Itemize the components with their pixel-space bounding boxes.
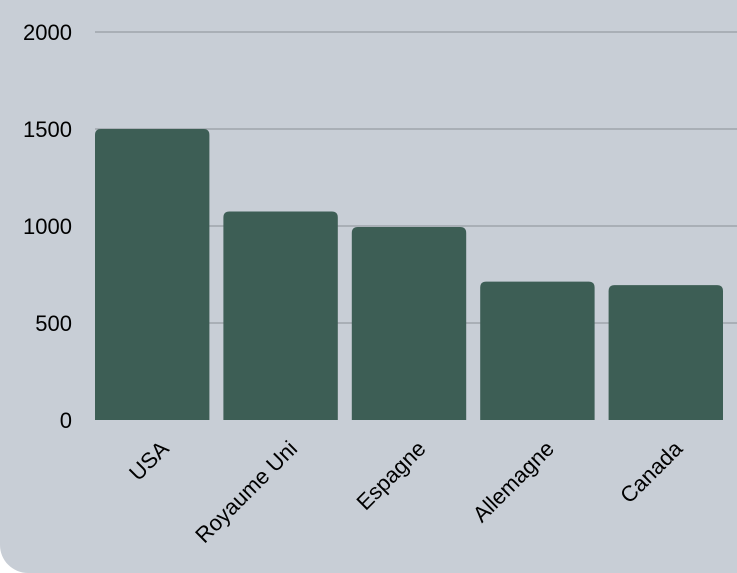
- y-tick-label-1000: 1000: [23, 214, 72, 239]
- x-category-label-usa: USA: [124, 436, 174, 486]
- y-axis-ticks: 0 500 1000 1500 2000: [23, 20, 72, 433]
- y-tick-label-0: 0: [60, 408, 72, 433]
- y-tick-label-2000: 2000: [23, 20, 72, 45]
- x-category-label-allemagne: Allemagne: [468, 436, 559, 527]
- bar-usa: [95, 129, 210, 420]
- bars: [95, 129, 723, 420]
- bar-espagne: [351, 226, 467, 420]
- bar-allemagne: [480, 281, 595, 420]
- bar-royaume-uni: [223, 211, 338, 420]
- x-axis-categories: USA Royaume Uni Espagne Allemagne Canada: [124, 435, 688, 547]
- bar-canada: [608, 285, 723, 420]
- y-tick-label-500: 500: [35, 311, 72, 336]
- y-tick-label-1500: 1500: [23, 117, 72, 142]
- x-category-label-espagne: Espagne: [351, 436, 430, 515]
- x-category-label-royaume-uni: Royaume Uni: [190, 436, 302, 548]
- x-category-label-canada: Canada: [615, 435, 688, 508]
